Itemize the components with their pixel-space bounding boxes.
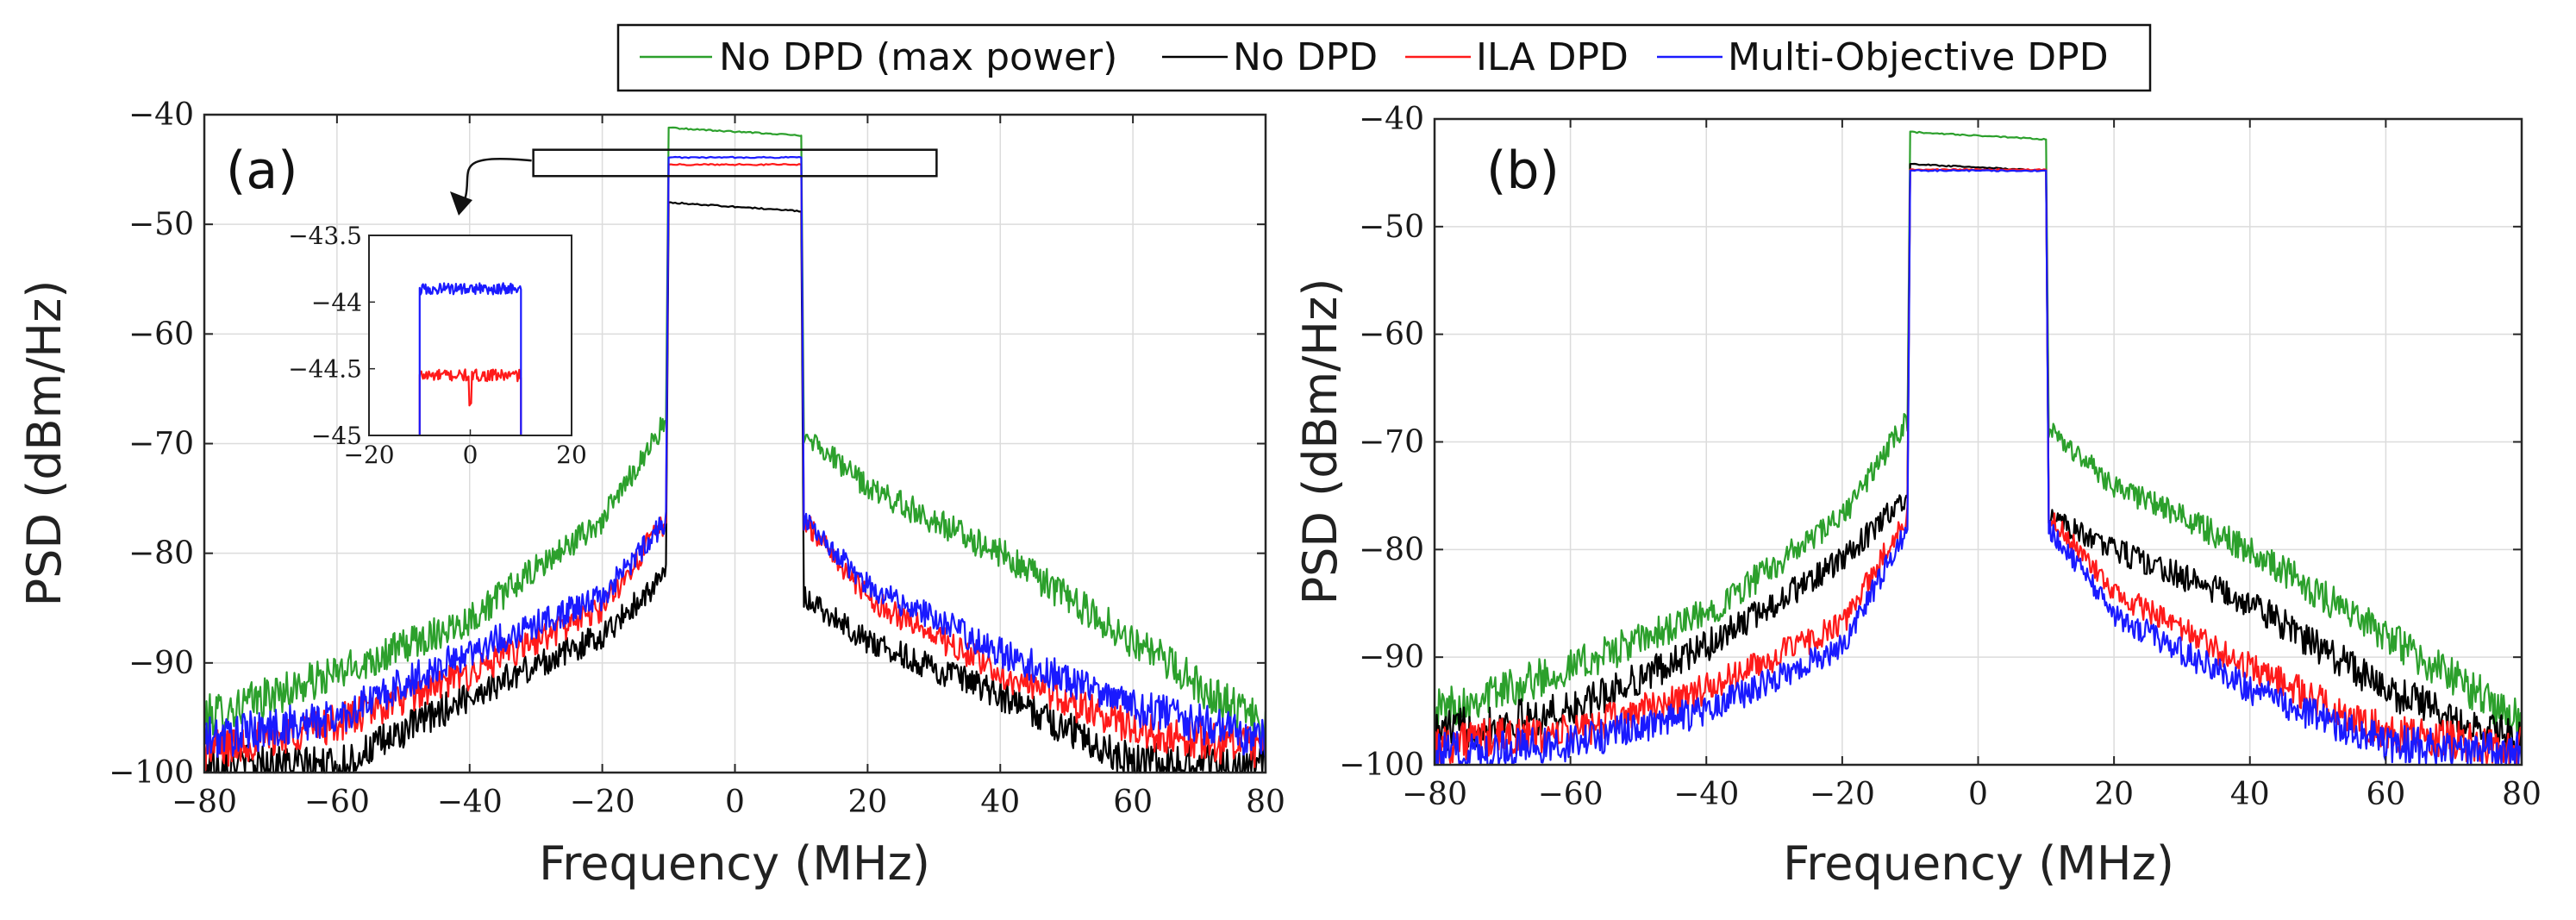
legend-box [616, 23, 2152, 92]
panel-a-x-axis-label: Frequency (MHz) [539, 836, 930, 891]
panel-a-y-tick-label: −100 [109, 755, 194, 791]
panel-b-series-no-dpd-max-power [1434, 130, 2523, 740]
zoom-region-box [532, 148, 938, 178]
legend: No DPD (max power) No DPD ILA DPD Multi-… [616, 23, 2152, 92]
inset-y-tick-label: −45 [311, 422, 362, 450]
panel-a-y-tick-label: −80 [128, 536, 194, 572]
panel-b-y-tick-label: −80 [1359, 532, 1424, 567]
chart-panel-a: −80 −60 −40 −20 0 20 40 60 80 −100 −90 −80 −70 −60 −50… [17, 97, 1285, 891]
panel-a-x-tick-label: 0 [725, 785, 745, 820]
panel-a-y-tick-label: −40 [128, 97, 194, 133]
panel-a-x-tick-label: −20 [570, 785, 635, 820]
chart-panel-b: −80 −60 −40 −20 0 20 40 60 80 −100 −90 −80 −70 −60 −50… [1293, 102, 2542, 891]
panel-a-x-tick-label: −40 [437, 785, 503, 820]
zoom-arrow-head-icon [450, 191, 472, 216]
panel-b-x-tick-label: −60 [1538, 777, 1604, 812]
inset-y-tick-label: −43.5 [288, 222, 362, 250]
panel-b-y-tick-label: −90 [1359, 640, 1424, 675]
panel-a-series-multi-objective-dpd [203, 155, 1267, 760]
panel-a-x-tick-label: −80 [172, 785, 237, 820]
panel-b-tick-labels: −80 −60 −40 −20 0 20 40 60 80 −100 −90 −80 −70 −60 −50… [1339, 102, 2542, 812]
panel-b-label: (b) [1486, 141, 1560, 201]
legend-label-ila-dpd: ILA DPD [1476, 35, 1629, 79]
panel-a-series-no-dpd-max-power [203, 126, 1267, 745]
panel-a-x-tick-label: 20 [847, 785, 887, 820]
inset-x-tick-label: 0 [463, 441, 478, 469]
panel-b-x-tick-label: −80 [1402, 777, 1467, 812]
panel-a-y-tick-label: −70 [128, 427, 194, 462]
inset-series-multi-objective-dpd [418, 282, 522, 435]
panel-b-x-tick-label: −20 [1810, 777, 1875, 812]
panel-a-tick-labels: −80 −60 −40 −20 0 20 40 60 80 −100 −90 −80 −70 −60 −50… [109, 97, 1285, 820]
panel-b-x-tick-label: −40 [1673, 777, 1739, 812]
panel-b-y-tick-label: −70 [1359, 425, 1424, 460]
panel-a-inset: −20 0 20 −45 −44.5 −44 −43.5 [288, 148, 938, 469]
panel-a-x-tick-label: −60 [304, 785, 370, 820]
inset-series-ila-dpd [418, 368, 522, 435]
panel-b-x-axis-label: Frequency (MHz) [1783, 836, 2174, 891]
inset-x-tick-label: −20 [343, 441, 394, 469]
panel-b-series [1433, 130, 2523, 767]
panel-a-series [203, 126, 1267, 774]
panel-b-series-no-dpd [1433, 162, 2523, 762]
panel-a-y-tick-label: −60 [128, 316, 194, 352]
panel-a-y-tick-label: −90 [128, 646, 194, 681]
panel-b-x-tick-label: 0 [1968, 777, 1988, 812]
legend-label-no-dpd: No DPD [1233, 35, 1378, 79]
panel-a-x-tick-label: 40 [980, 785, 1020, 820]
panel-a-y-axis-label: PSD (dBm/Hz) [17, 280, 72, 607]
panel-b-y-tick-label: −40 [1359, 102, 1424, 137]
panel-b-x-tick-label: 80 [2502, 777, 2542, 812]
panel-b-x-tick-label: 40 [2230, 777, 2270, 812]
panel-a-x-tick-label: 80 [1246, 785, 1285, 820]
panel-b-series-multi-objective-dpd [1435, 169, 2523, 767]
panel-a-y-tick-label: −50 [128, 207, 194, 242]
inset-y-tick-label: −44.5 [288, 355, 362, 384]
inset-x-tick-label: 20 [556, 441, 587, 469]
panel-a-x-tick-label: 60 [1113, 785, 1153, 820]
inset-y-tick-label: −44 [311, 288, 362, 316]
panel-b-y-tick-label: −100 [1339, 748, 1424, 783]
panel-b-y-axis-label: PSD (dBm/Hz) [1293, 279, 1347, 605]
panel-b-y-tick-label: −60 [1359, 317, 1424, 353]
panel-b-x-tick-label: 60 [2366, 777, 2405, 812]
panel-b-y-tick-label: −50 [1359, 210, 1424, 245]
legend-label-multi-objective-dpd: Multi-Objective DPD [1728, 35, 2109, 79]
panel-a-series-no-dpd [203, 201, 1267, 774]
panel-a-label: (a) [226, 141, 298, 201]
legend-label-no-dpd-max-power: No DPD (max power) [719, 35, 1117, 79]
panel-b-x-tick-label: 20 [2094, 777, 2134, 812]
